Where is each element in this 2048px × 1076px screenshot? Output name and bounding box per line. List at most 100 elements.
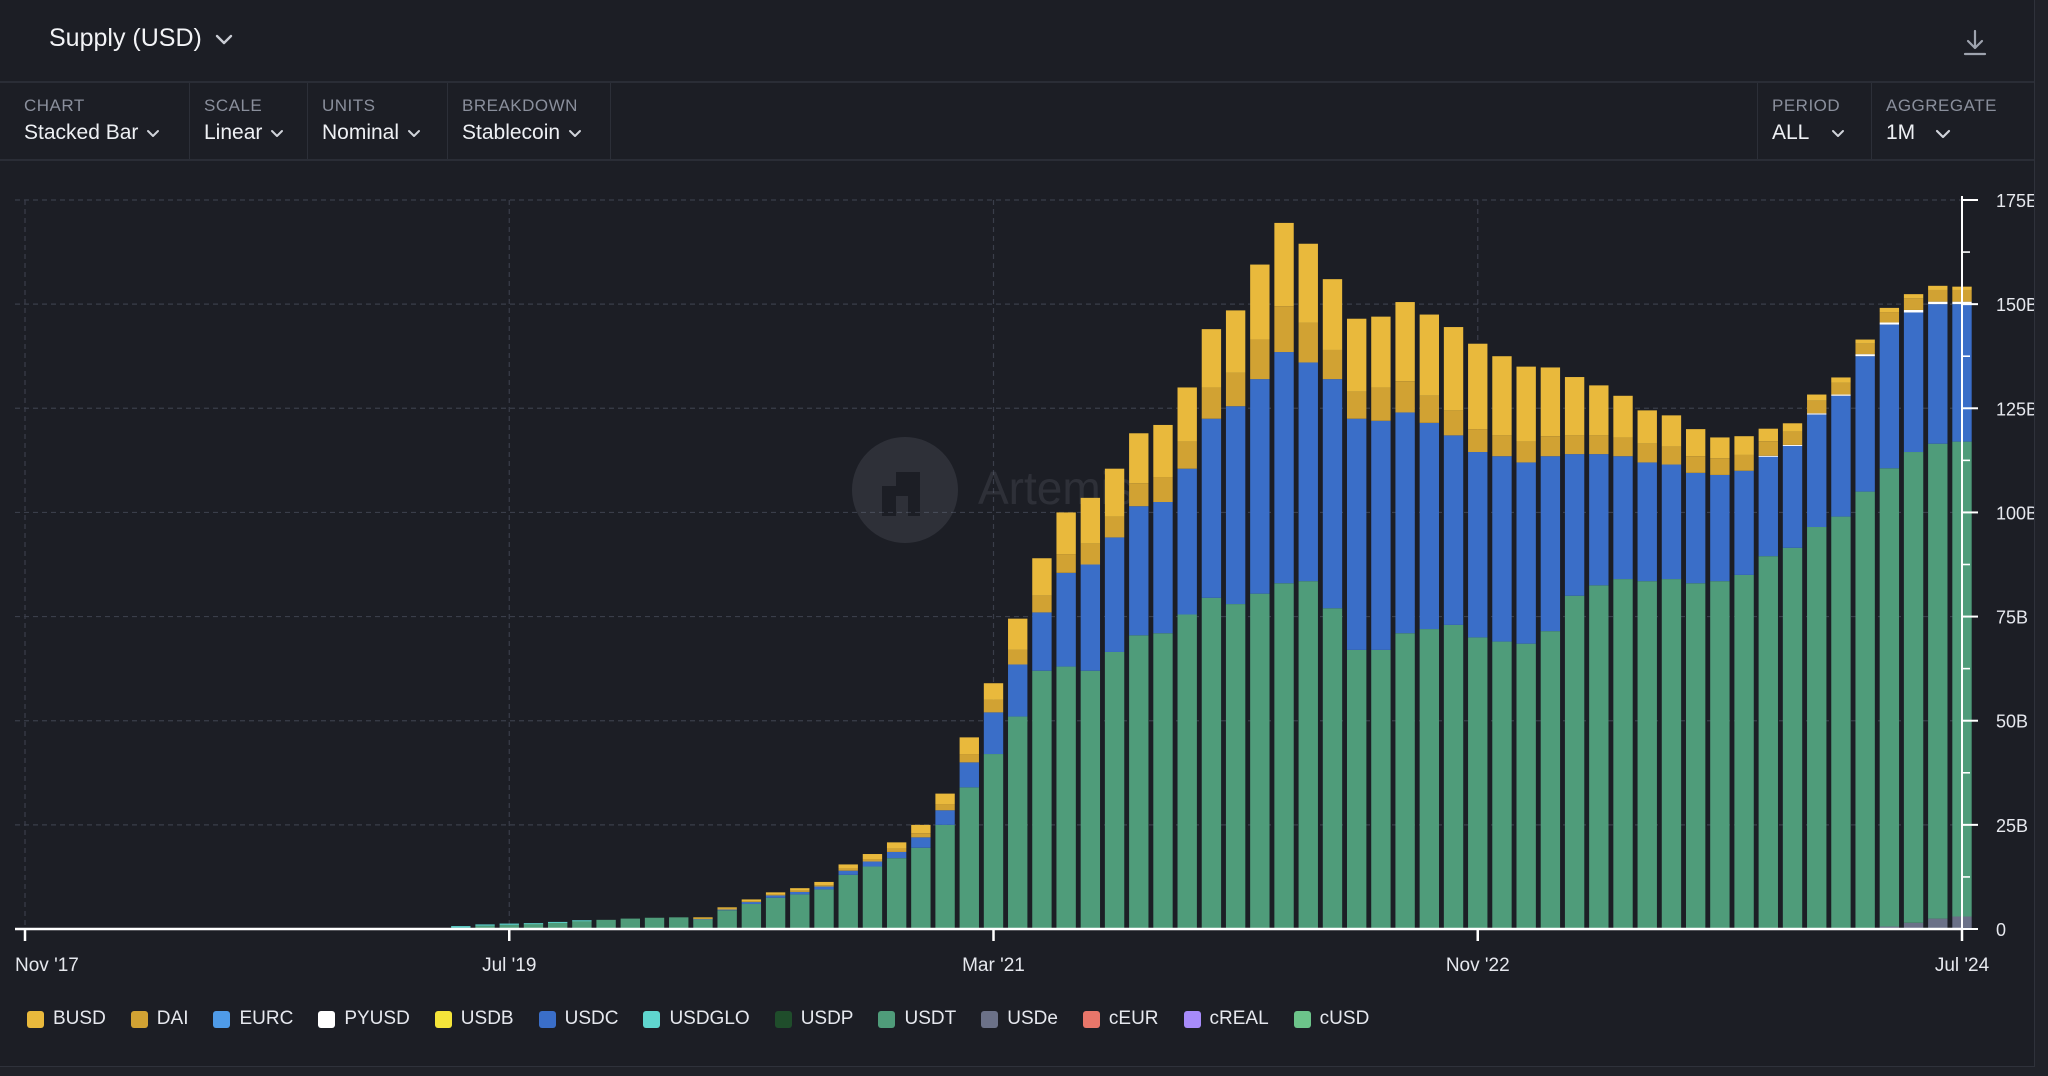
bar-segment-usdt[interactable] xyxy=(1104,651,1125,929)
bar-segment-dai[interactable] xyxy=(814,885,834,887)
bar-segment-usdc[interactable] xyxy=(1782,445,1803,548)
bar-segment-usdt[interactable] xyxy=(596,919,616,929)
metric-selector[interactable]: Supply (USD) xyxy=(49,24,234,53)
bar-segment-usdt[interactable] xyxy=(1201,597,1222,929)
bar-segment-usdt[interactable] xyxy=(1056,666,1076,929)
bar-segment-busd[interactable] xyxy=(838,864,858,869)
bar-segment-dai[interactable] xyxy=(1928,289,1948,302)
bar-segment-busd[interactable] xyxy=(1419,314,1440,396)
bar-segment-usdt[interactable] xyxy=(1080,670,1101,929)
bar-segment-usdt[interactable] xyxy=(1540,631,1561,929)
bar-segment-usdc[interactable] xyxy=(1613,456,1633,580)
bar-segment-usdt[interactable] xyxy=(669,917,689,929)
bar-segment-dai[interactable] xyxy=(886,848,907,852)
bar-segment-usdt[interactable] xyxy=(1274,583,1294,929)
bar-segment-usdt[interactable] xyxy=(1782,547,1803,929)
bar-segment-busd[interactable] xyxy=(1516,366,1536,442)
bar-segment-usdc[interactable] xyxy=(1274,352,1294,584)
bar-segment-usdc[interactable] xyxy=(1395,412,1415,634)
bar-segment-dai[interactable] xyxy=(1516,441,1536,463)
bar-segment-usdt[interactable] xyxy=(1225,604,1246,929)
bar-segment-busd[interactable] xyxy=(1855,339,1875,344)
bar-segment-usdc[interactable] xyxy=(1903,312,1924,453)
bar-segment-usdc[interactable] xyxy=(1468,452,1488,638)
bar-segment-usdc[interactable] xyxy=(911,837,931,848)
bar-segment-usdc[interactable] xyxy=(1177,468,1197,615)
bar-segment-usdglo[interactable] xyxy=(547,921,568,923)
bar-segment-usdt[interactable] xyxy=(1928,443,1948,919)
bar-segment-busd[interactable] xyxy=(1443,327,1464,411)
bar-segment-usdc[interactable] xyxy=(838,870,858,875)
bar-segment-busd[interactable] xyxy=(886,842,907,849)
legend-item-creal[interactable]: cREAL xyxy=(1183,1008,1269,1030)
bar-segment-usdt[interactable] xyxy=(1710,581,1730,929)
bar-segment-dai[interactable] xyxy=(1274,306,1294,353)
bar-segment-usdc[interactable] xyxy=(1540,456,1561,632)
bar-segment-dai[interactable] xyxy=(1540,436,1561,457)
bar-segment-dai[interactable] xyxy=(1177,441,1197,469)
bar-segment-busd[interactable] xyxy=(1903,294,1924,299)
bar-segment-usdc[interactable] xyxy=(1056,572,1076,667)
bar-segment-busd[interactable] xyxy=(717,907,737,909)
legend-item-usdglo[interactable]: USDGLO xyxy=(643,1008,750,1030)
bar-segment-busd[interactable] xyxy=(1080,497,1101,544)
bar-segment-busd[interactable] xyxy=(1225,310,1246,373)
bar-segment-busd[interactable] xyxy=(1395,302,1415,382)
bar-segment-dai[interactable] xyxy=(1371,387,1391,421)
bar-segment-usdc[interactable] xyxy=(1443,435,1464,625)
bar-segment-pyusd[interactable] xyxy=(1879,322,1900,325)
bar-segment-usdt[interactable] xyxy=(1879,468,1900,927)
bar-segment-usdt[interactable] xyxy=(1661,579,1682,929)
bar-segment-busd[interactable] xyxy=(1177,387,1197,442)
bar-segment-usdc[interactable] xyxy=(1322,379,1343,609)
bar-segment-dai[interactable] xyxy=(790,890,810,892)
bar-segment-usdt[interactable] xyxy=(1613,579,1633,929)
bar-segment-usdt[interactable] xyxy=(1685,583,1706,929)
bar-segment-dai[interactable] xyxy=(1129,483,1149,507)
bar-segment-dai[interactable] xyxy=(911,833,931,838)
bar-segment-usdt[interactable] xyxy=(1032,670,1052,929)
bar-segment-usdt[interactable] xyxy=(572,920,592,929)
bar-segment-dai[interactable] xyxy=(1104,516,1125,538)
bar-segment-busd[interactable] xyxy=(1347,318,1367,392)
bar-segment-dai[interactable] xyxy=(1661,446,1682,465)
bar-segment-busd[interactable] xyxy=(1492,356,1512,436)
aggregate-dropdown[interactable]: AGGREGATE 1M xyxy=(1871,83,2034,159)
bar-segment-usdt[interactable] xyxy=(1322,608,1343,929)
bar-segment-usdt[interactable] xyxy=(620,918,640,929)
bar-segment-busd[interactable] xyxy=(1274,222,1294,307)
bar-segment-busd[interactable] xyxy=(1613,395,1633,438)
bar-segment-dai[interactable] xyxy=(1443,410,1464,436)
bar-segment-usdt[interactable] xyxy=(1298,581,1318,929)
bar-segment-dai[interactable] xyxy=(838,868,858,871)
bar-segment-dai[interactable] xyxy=(693,918,713,920)
bar-segment-busd[interactable] xyxy=(765,892,786,895)
bar-segment-usdc[interactable] xyxy=(790,891,810,895)
legend-item-eurc[interactable]: EURC xyxy=(213,1008,293,1030)
bar-segment-usdt[interactable] xyxy=(1516,643,1536,929)
bar-segment-usdc[interactable] xyxy=(765,895,786,898)
bar-segment-usdc[interactable] xyxy=(1008,664,1028,717)
bar-segment-dai[interactable] xyxy=(765,894,786,896)
bar-segment-usdc[interactable] xyxy=(1104,537,1125,652)
bar-segment-busd[interactable] xyxy=(935,793,955,805)
legend-item-usdp[interactable]: USDP xyxy=(774,1008,853,1030)
bar-segment-usdc[interactable] xyxy=(717,909,737,911)
bar-segment-pyusd[interactable] xyxy=(1758,455,1778,457)
bar-segment-usdt[interactable] xyxy=(983,754,1004,929)
bar-segment-usdt[interactable] xyxy=(1758,556,1778,929)
bar-segment-dai[interactable] xyxy=(741,901,762,903)
bar-segment-dai[interactable] xyxy=(1831,382,1851,395)
bar-segment-usdglo[interactable] xyxy=(499,923,519,925)
bar-segment-usdc[interactable] xyxy=(1831,395,1851,517)
bar-segment-busd[interactable] xyxy=(1734,436,1754,455)
bar-segment-usdc[interactable] xyxy=(1516,462,1536,644)
bar-segment-usde[interactable] xyxy=(1928,918,1948,929)
bar-segment-busd[interactable] xyxy=(983,683,1004,700)
bar-segment-busd[interactable] xyxy=(1371,316,1391,388)
bar-segment-usdt[interactable] xyxy=(1443,624,1464,929)
bar-segment-dai[interactable] xyxy=(1637,443,1657,463)
bar-segment-busd[interactable] xyxy=(1807,394,1827,401)
bar-segment-usdglo[interactable] xyxy=(475,924,495,926)
bar-segment-dai[interactable] xyxy=(1734,454,1754,471)
